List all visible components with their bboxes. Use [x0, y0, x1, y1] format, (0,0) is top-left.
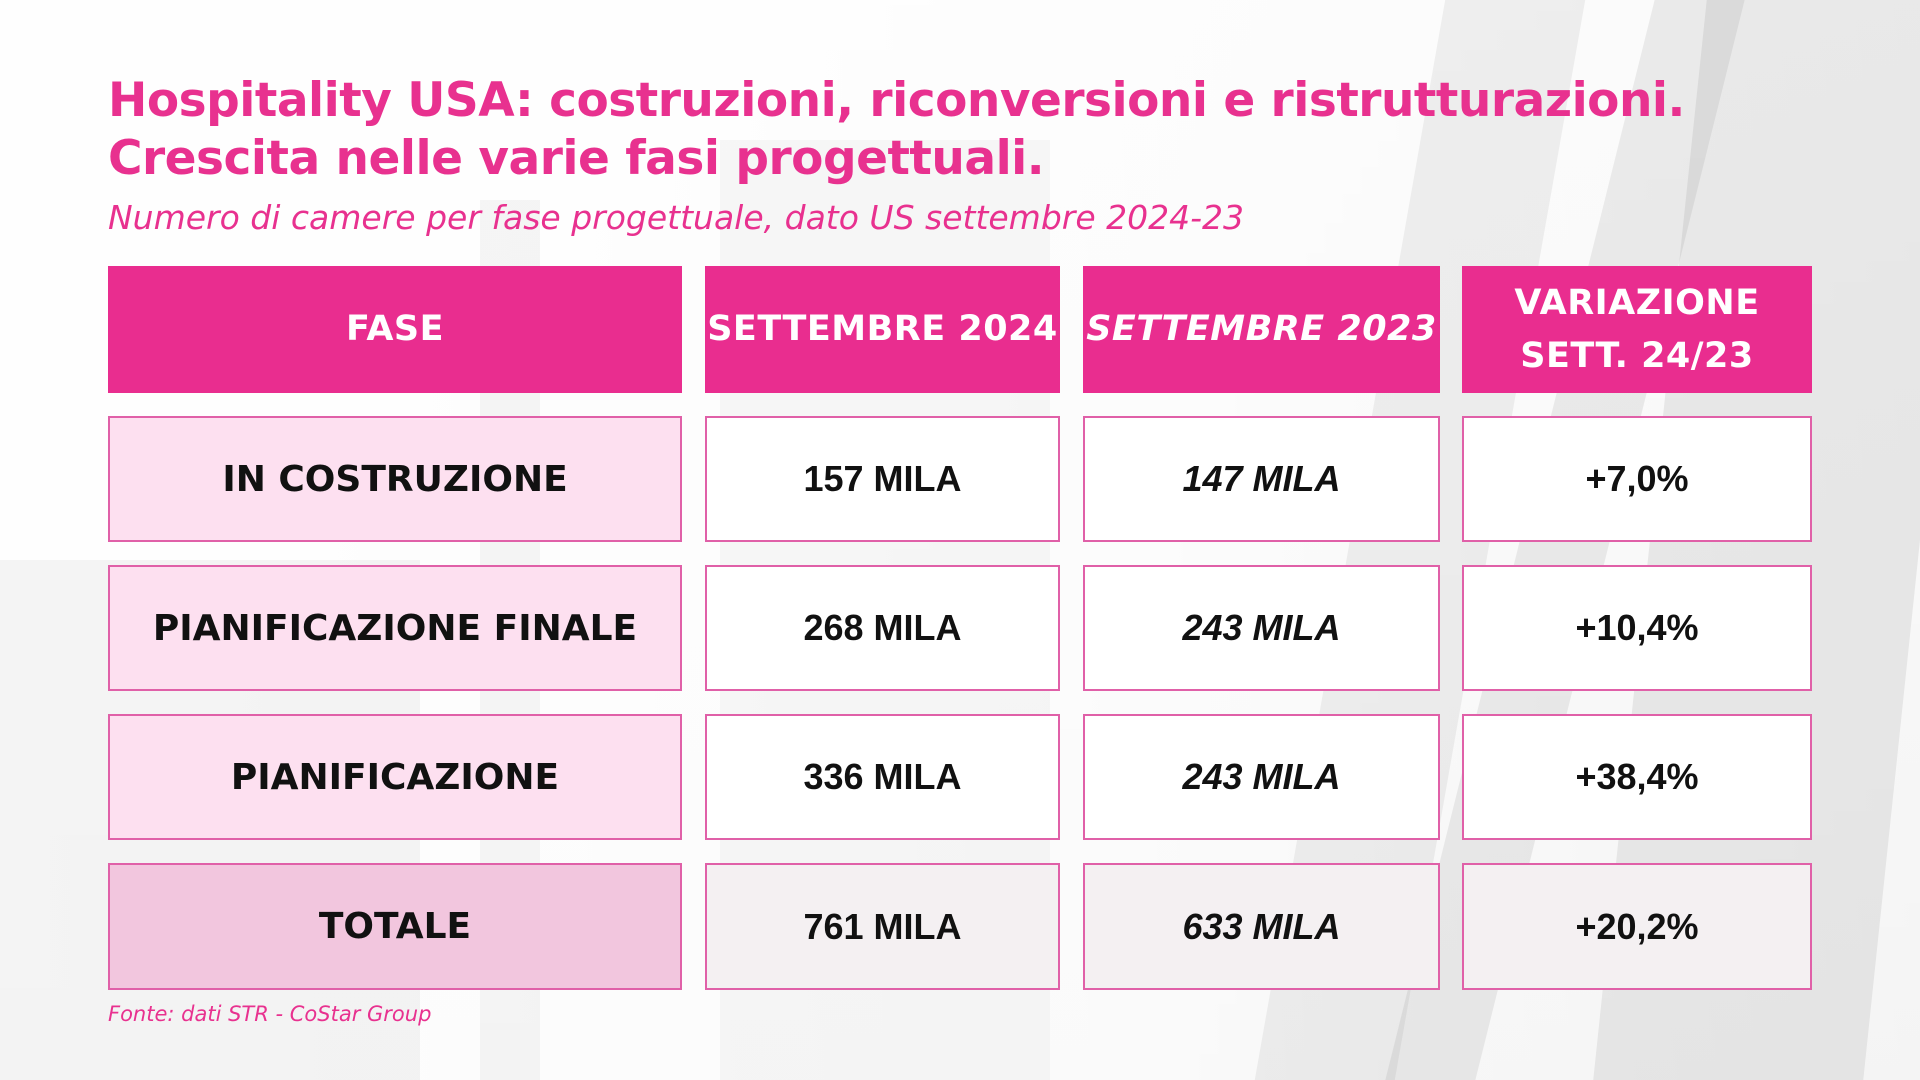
cell-variazione-pianificazione: +38,4% — [1462, 714, 1812, 840]
source-note: Fonte: dati STR - CoStar Group — [108, 1002, 432, 1026]
cell-variazione-totale: +20,2% — [1462, 863, 1812, 990]
row-label-pianificazione: PIANIFICAZIONE — [108, 714, 682, 840]
row-label-in-costruzione: IN COSTRUZIONE — [108, 416, 682, 542]
cell-2023-totale: 633 MILA — [1083, 863, 1440, 990]
row-label-pianificazione-finale: PIANIFICAZIONE FINALE — [108, 565, 682, 691]
header-settembre-2023: SETTEMBRE 2023 — [1083, 266, 1440, 393]
title-line-2: Crescita nelle varie fasi progettuali. — [108, 131, 1045, 186]
cell-variazione-pianificazione-finale: +10,4% — [1462, 565, 1812, 691]
cell-2023-pianificazione: 243 MILA — [1083, 714, 1440, 840]
header-fase: FASE — [108, 266, 682, 393]
cell-2024-totale: 761 MILA — [705, 863, 1060, 990]
header-settembre-2024: SETTEMBRE 2024 — [705, 266, 1060, 393]
cell-2024-in-costruzione: 157 MILA — [705, 416, 1060, 542]
header-variazione-line-1: VARIAZIONE — [1514, 282, 1760, 323]
header-variazione: VARIAZIONE SETT. 24/23 — [1462, 266, 1812, 393]
header-variazione-line-2: SETT. 24/23 — [1520, 335, 1754, 376]
cell-variazione-in-costruzione: +7,0% — [1462, 416, 1812, 542]
cell-2024-pianificazione-finale: 268 MILA — [705, 565, 1060, 691]
cell-2023-pianificazione-finale: 243 MILA — [1083, 565, 1440, 691]
row-label-totale: TOTALE — [108, 863, 682, 990]
chart-title: Hospitality USA: costruzioni, riconversi… — [108, 72, 1868, 188]
cell-2023-in-costruzione: 147 MILA — [1083, 416, 1440, 542]
title-line-1: Hospitality USA: costruzioni, riconversi… — [108, 73, 1685, 128]
chart-subtitle: Numero di camere per fase progettuale, d… — [108, 198, 1245, 237]
cell-2024-pianificazione: 336 MILA — [705, 714, 1060, 840]
